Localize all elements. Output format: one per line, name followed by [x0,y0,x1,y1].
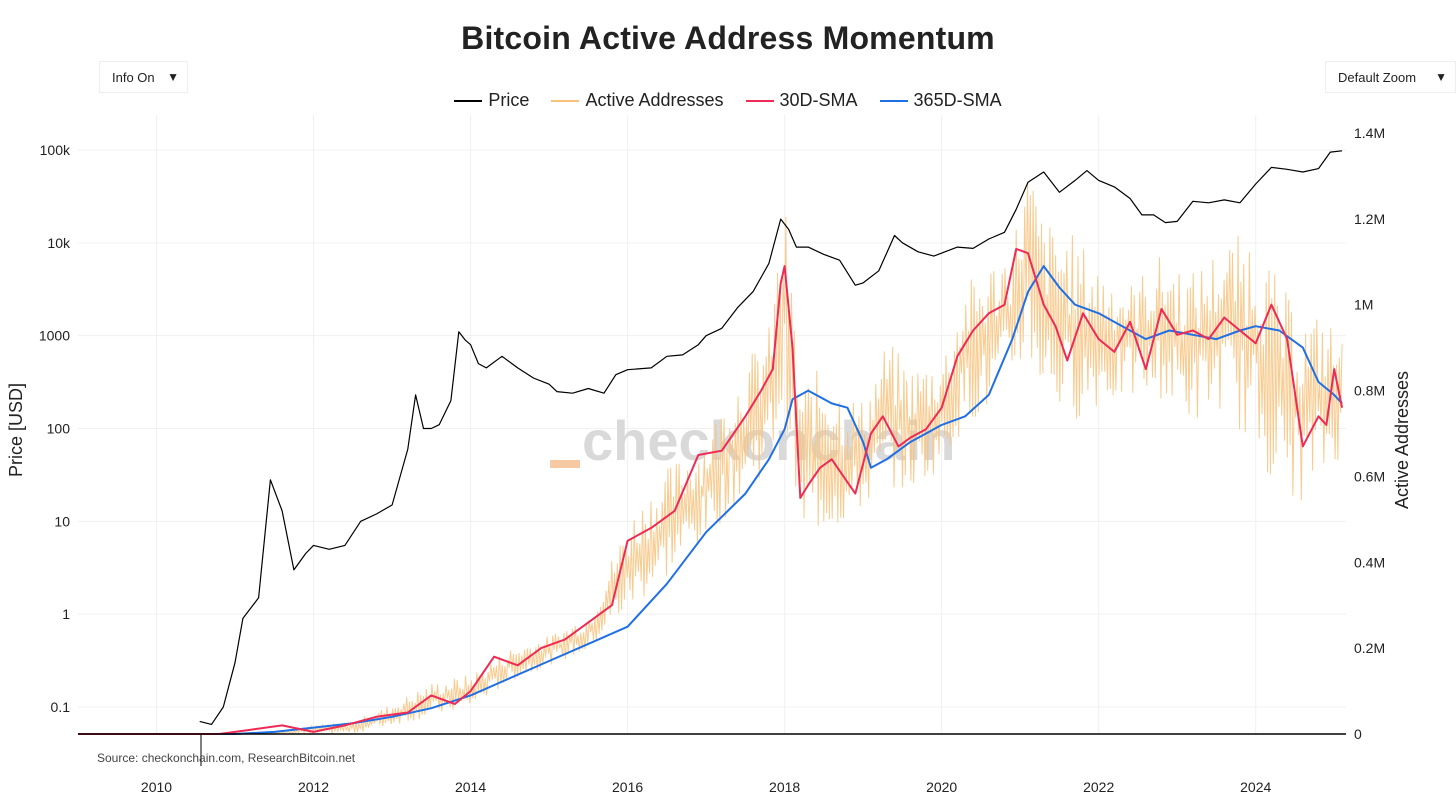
legend-item-30d-sma[interactable]: 30D-SMA [745,90,858,111]
y-left-tick-label: 0.1 [51,699,71,715]
legend-item-active-addresses[interactable]: Active Addresses [551,90,724,111]
info-toggle-label: Info On [112,69,155,85]
legend-swatch [454,99,483,102]
y-left-tick-label: 10 [54,513,70,529]
series-price [199,150,1343,725]
y-left-axis-title: Price [USD] [6,383,26,477]
y-left-tick-label: 100 [47,421,71,437]
y-right-tick-label: 0.2M [1354,640,1385,656]
chart-legend: Price Active Addresses 30D-SMA 365D-SMA [0,90,1456,111]
y-right-tick-label: 1M [1354,297,1373,313]
x-tick-label: 2016 [612,779,643,795]
series-30d-sma [78,247,1344,735]
x-tick-label: 2022 [1083,779,1114,795]
legend-item-price[interactable]: Price [454,90,529,111]
zoom-label: Default Zoom [1338,69,1417,85]
x-axis-ticks: 2010 2012 2014 2016 2018 2020 2022 2024 [141,779,1272,795]
legend-item-365d-sma[interactable]: 365D-SMA [879,90,1002,111]
source-note: Source: checkonchain.com, ResearchBitcoi… [97,751,356,765]
y-left-axis-ticks: 0.1 1 10 100 1000 10k 100k [39,142,71,715]
series-active-addresses [78,182,1343,735]
x-tick-label: 2024 [1240,779,1271,795]
y-right-tick-label: 0.6M [1354,468,1385,484]
x-tick-label: 2010 [141,779,172,795]
x-tick-label: 2020 [926,779,957,795]
legend-label: 30D-SMA [779,90,858,110]
legend-swatch [551,99,580,102]
chevron-down-icon: ▼ [1435,70,1447,84]
legend-label: 365D-SMA [913,90,1002,110]
y-right-tick-label: 0 [1354,726,1362,742]
legend-label: Active Addresses [585,90,724,110]
y-left-tick-label: 1 [62,606,70,622]
legend-swatch [745,99,774,102]
y-right-axis-title: Active Addresses [1392,371,1412,509]
x-tick-label: 2014 [455,779,486,795]
series-layer [78,150,1344,735]
chevron-down-icon: ▼ [167,70,179,84]
x-tick-label: 2012 [298,779,329,795]
y-left-tick-label: 10k [47,235,71,251]
y-left-tick-label: 1000 [39,328,70,344]
y-right-tick-label: 0.4M [1354,554,1385,570]
zoom-dropdown[interactable]: Default Zoom ▼ [1325,61,1456,93]
y-right-tick-label: 0.8M [1354,383,1385,399]
x-tick-label: 2018 [769,779,800,795]
info-toggle-dropdown[interactable]: Info On ▼ [99,61,188,93]
legend-label: Price [488,90,530,110]
chart-title: Bitcoin Active Address Momentum [461,20,995,56]
watermark-accent [550,460,580,468]
y-right-tick-label: 1.2M [1354,211,1385,227]
y-left-tick-label: 100k [40,142,71,158]
y-right-axis-ticks: 0 0.2M 0.4M 0.6M 0.8M 1M 1.2M 1.4M [1354,125,1385,742]
series-365d-sma [78,265,1343,735]
legend-swatch [879,99,908,102]
y-right-tick-label: 1.4M [1354,125,1385,141]
